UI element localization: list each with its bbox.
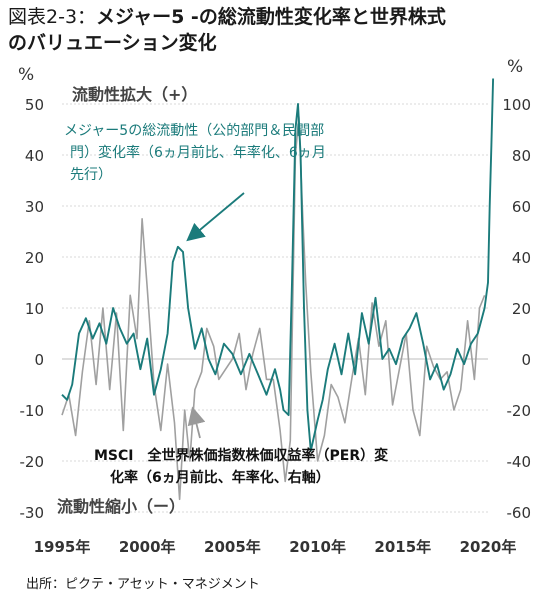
teal-annotation-line2: 門）変化率（6ヵ月前比、年率化、6ヵ月 xyxy=(70,144,326,161)
title-line2: のバリュエーション変化 xyxy=(8,32,217,54)
right-tick-label: -60 xyxy=(507,504,532,522)
left-tick-label: -30 xyxy=(20,504,45,522)
teal-annotation-line3: 先行） xyxy=(70,167,112,183)
x-tick-label: 2000年 xyxy=(119,538,176,556)
top-label: 流動性拡大（+） xyxy=(72,85,197,104)
x-tick-label: 2015年 xyxy=(374,538,431,556)
left-tick-label: -20 xyxy=(20,453,45,471)
x-axis-ticks: 1995年 2000年 2005年 2010年 2015年 2020年 xyxy=(34,538,517,556)
bottom-label: 流動性縮小（ー） xyxy=(57,497,185,516)
right-tick-label: 20 xyxy=(512,300,531,318)
right-axis-ticks: -60 -40 -20 0 20 40 60 80 100 xyxy=(502,96,531,522)
gray-annotation-line2: 化率（6ヵ月前比、年率化、右軸） xyxy=(110,469,330,486)
right-tick-label: -40 xyxy=(507,453,532,471)
liquidity-series-line xyxy=(61,78,495,452)
left-tick-label: -10 xyxy=(20,402,45,420)
right-axis-unit: % xyxy=(507,57,523,77)
title-line1: メジャー5 -の総流動性変化率と世界株式 xyxy=(96,6,446,28)
gray-annotation-line1: MSCI 全世界株価指数株価収益率（PER）変 xyxy=(94,447,388,464)
chart-title: 図表2-3：メジャー5 -の総流動性変化率と世界株式 のバリュエーション変化 xyxy=(8,4,544,56)
left-tick-label: 20 xyxy=(25,249,44,267)
gray-arrow xyxy=(187,406,206,439)
x-tick-label: 1995年 xyxy=(34,538,91,556)
per-change-series-line xyxy=(61,116,486,501)
left-tick-label: 30 xyxy=(25,198,44,216)
gray-annotation: MSCI 全世界株価指数株価収益率（PER）変 化率（6ヵ月前比、年率化、右軸） xyxy=(94,447,388,486)
right-tick-label: 40 xyxy=(512,249,531,267)
right-tick-label: 100 xyxy=(502,96,531,114)
left-tick-label: 0 xyxy=(34,351,44,369)
left-tick-label: 50 xyxy=(25,96,44,114)
left-tick-label: 40 xyxy=(25,147,44,165)
x-tick-label: 2020年 xyxy=(460,538,517,556)
x-tick-label: 2010年 xyxy=(289,538,346,556)
left-axis-unit: % xyxy=(18,65,34,85)
teal-arrow xyxy=(186,192,245,242)
teal-annotation: メジャー5の総流動性（公的部門＆民間部 門）変化率（6ヵ月前比、年率化、6ヵ月 … xyxy=(64,123,326,183)
gridlines xyxy=(62,103,488,513)
right-tick-label: 0 xyxy=(521,351,531,369)
teal-annotation-line1: メジャー5の総流動性（公的部門＆民間部 xyxy=(64,123,324,139)
series-lines xyxy=(61,78,495,501)
title-lead: 図表2-3： xyxy=(8,6,97,28)
left-axis-ticks: -30 -20 -10 0 10 20 30 40 50 xyxy=(20,96,45,522)
right-tick-label: 80 xyxy=(512,147,531,165)
x-tick-label: 2005年 xyxy=(204,538,261,556)
left-tick-label: 10 xyxy=(25,300,44,318)
source-note: 出所：ピクテ・アセット・マネジメント xyxy=(26,577,260,592)
right-tick-label: 60 xyxy=(512,198,531,216)
right-tick-label: -20 xyxy=(507,402,532,420)
